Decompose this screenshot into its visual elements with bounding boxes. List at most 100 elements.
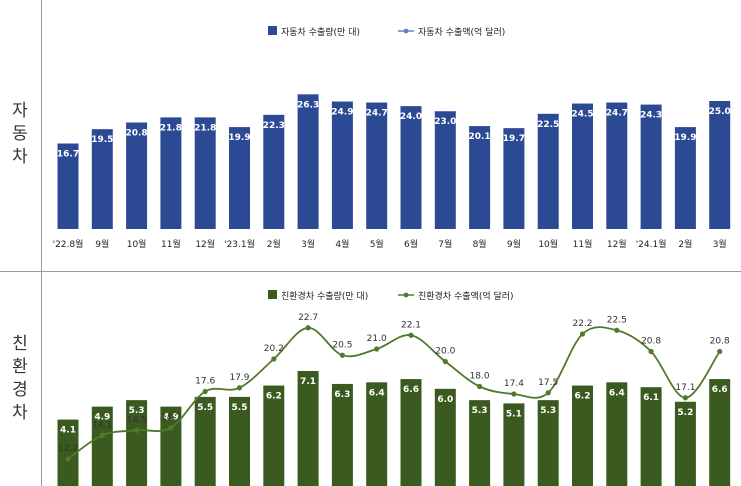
line-value-label: 20.2 xyxy=(264,344,284,354)
bar xyxy=(469,400,491,486)
legend-bar-label: 자동차 수출량(만 대) xyxy=(281,26,360,38)
x-tick-label: '22.8월 xyxy=(53,238,84,250)
x-tick-label: 12월 xyxy=(607,238,627,250)
line-point xyxy=(579,331,586,337)
bar-value-label: 6.2 xyxy=(266,392,282,402)
line-point xyxy=(236,385,243,391)
line-value-label: 14.1 xyxy=(92,420,112,430)
legend-bar-label: 친환경차 수출량(만 대) xyxy=(281,290,368,302)
line-point xyxy=(408,332,414,338)
bar xyxy=(57,143,79,229)
legend-bar-swatch xyxy=(268,290,277,299)
bar xyxy=(229,396,250,486)
section-divider-horizontal xyxy=(0,271,741,272)
line-value-label: 20.0 xyxy=(435,347,455,357)
bar-value-label: 24.9 xyxy=(331,108,353,118)
bar-value-label: 6.4 xyxy=(369,388,385,398)
bar xyxy=(537,113,559,229)
bar-value-label: 24.0 xyxy=(400,112,422,122)
bar-value-label: 6.0 xyxy=(437,395,453,405)
bar-value-label: 24.7 xyxy=(606,109,628,119)
bar-value-label: 6.3 xyxy=(334,390,350,400)
row-label-char: 경 xyxy=(12,380,28,400)
line-value-label: 17.9 xyxy=(229,373,249,383)
bar xyxy=(503,128,525,229)
bar xyxy=(434,388,456,486)
line-value-label: 17.4 xyxy=(504,379,524,389)
line-point xyxy=(682,395,689,401)
bar xyxy=(229,127,250,229)
bar xyxy=(503,403,525,486)
line-value-label: 21.0 xyxy=(367,334,387,344)
x-tick-label: 10월 xyxy=(538,238,558,250)
bar xyxy=(126,400,148,486)
bar xyxy=(126,122,148,229)
bar-value-label: 24.3 xyxy=(640,111,662,121)
line-value-label: 22.5 xyxy=(607,315,627,325)
x-tick-label: 10월 xyxy=(127,238,147,250)
x-tick-label: 6월 xyxy=(404,238,418,250)
bar xyxy=(160,117,182,229)
line-point xyxy=(545,390,551,396)
x-tick-label: 8월 xyxy=(473,238,487,250)
line-point xyxy=(614,327,620,333)
x-tick-label: 4월 xyxy=(335,238,349,250)
bar-value-label: 24.5 xyxy=(571,110,593,120)
line-point xyxy=(511,391,517,397)
x-tick-label: 9월 xyxy=(95,238,109,250)
bar-value-label: 7.1 xyxy=(300,377,316,387)
bar-value-label: 22.5 xyxy=(537,120,559,130)
line-value-label: 20.8 xyxy=(641,337,661,347)
line-point xyxy=(717,348,723,355)
bar xyxy=(400,106,422,229)
line-value-label: 17.5 xyxy=(538,378,558,388)
row-label-char: 자 xyxy=(12,101,28,121)
bar-value-label: 25.0 xyxy=(709,107,731,117)
line-value-label: 20.5 xyxy=(332,340,352,350)
line-value-label: 17.6 xyxy=(195,377,215,387)
legend-line-label: 친환경차 수출액(억 달러) xyxy=(418,290,514,302)
bar-value-label: 19.7 xyxy=(503,134,525,144)
bar xyxy=(57,419,79,486)
bar-value-label: 20.8 xyxy=(125,129,147,139)
line-point xyxy=(374,346,380,352)
row-label-char: 동 xyxy=(12,124,28,144)
bar-value-label: 19.9 xyxy=(674,133,696,143)
bar-value-label: 5.5 xyxy=(232,403,248,413)
bar-value-label: 19.5 xyxy=(91,135,113,145)
bar xyxy=(572,103,593,229)
bar xyxy=(263,114,285,229)
x-tick-label: 2월 xyxy=(267,238,281,250)
bar-value-label: 16.7 xyxy=(57,149,79,159)
x-tick-label: 5월 xyxy=(370,238,384,250)
line-point xyxy=(477,383,483,390)
row-label-char: 차 xyxy=(12,147,28,167)
line-point xyxy=(442,358,448,365)
legend-line-label: 자동차 수출액(억 달러) xyxy=(418,26,505,38)
line-value-label: 18.0 xyxy=(470,372,490,382)
bar xyxy=(194,117,216,229)
bar xyxy=(194,396,216,486)
line-point xyxy=(99,432,105,438)
line-value-label: 17.1 xyxy=(675,383,695,393)
row-label-char: 차 xyxy=(12,403,28,423)
bar-value-label: 5.3 xyxy=(129,406,145,416)
row-label-char: 친 xyxy=(12,334,28,354)
line-point xyxy=(65,456,71,462)
bar-value-label: 4.9 xyxy=(94,413,110,423)
bar-value-label: 24.7 xyxy=(366,109,388,119)
x-tick-label: '23.1월 xyxy=(224,238,255,250)
bar-value-label: 4.9 xyxy=(163,413,179,423)
line-point xyxy=(648,348,654,355)
bar xyxy=(674,127,696,229)
row-label-char: 환 xyxy=(12,357,28,377)
line-value-label: 22.2 xyxy=(572,319,592,329)
bar-value-label: 23.0 xyxy=(434,117,456,127)
bar-value-label: 22.3 xyxy=(263,121,285,131)
bar xyxy=(366,102,388,229)
bar xyxy=(674,401,696,486)
bar xyxy=(331,383,353,486)
line-point xyxy=(134,427,140,433)
line-point xyxy=(168,425,174,431)
